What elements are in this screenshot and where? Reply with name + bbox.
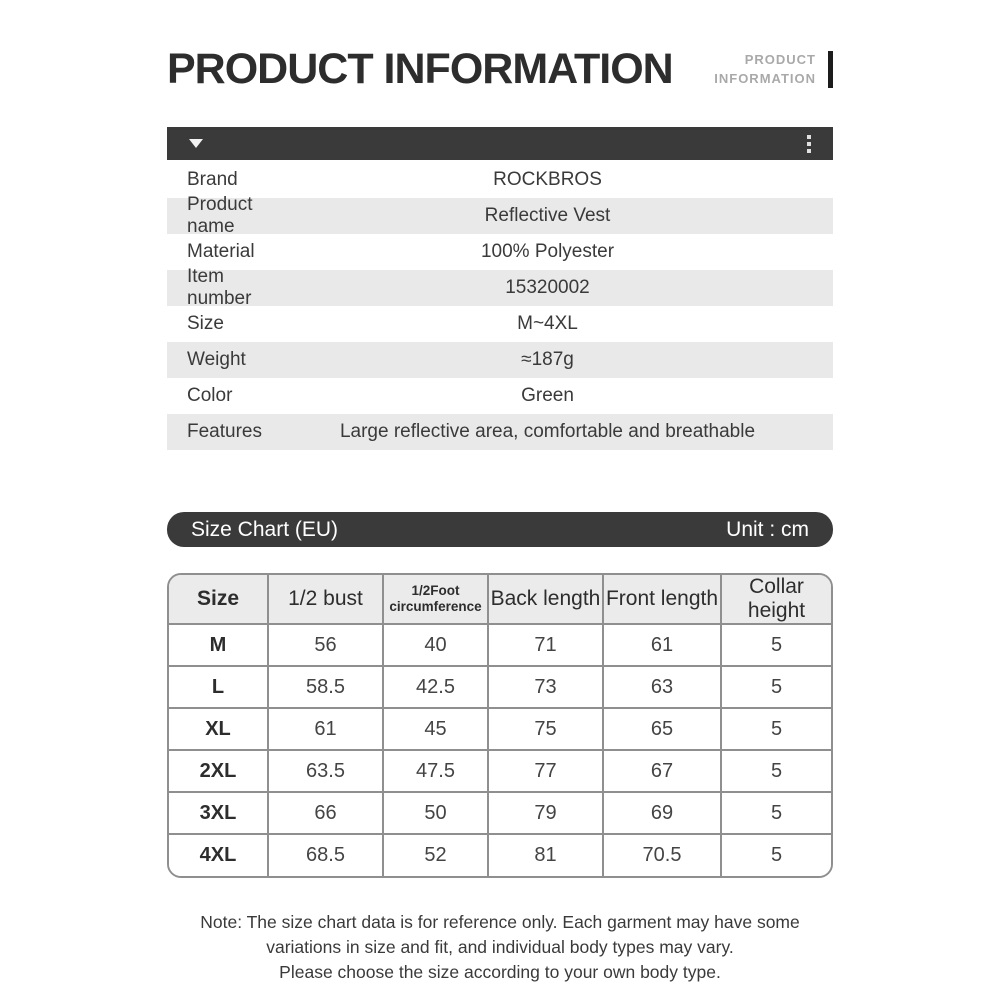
half-foot-cell: 50 (382, 791, 489, 835)
property-label: Color (187, 385, 233, 406)
col-header-half-foot-circumference: 1/2Foot circumference (382, 575, 489, 625)
note-line2: variations in size and fit, and individu… (266, 937, 734, 957)
col-header-collar-height: Collar height (720, 575, 831, 625)
header-watermark-line1: PRODUCT (744, 52, 816, 67)
kebab-menu-icon[interactable] (807, 134, 811, 153)
back-length-cell: 81 (487, 833, 604, 876)
half-bust-cell: 63.5 (267, 749, 384, 793)
property-label: Brand (187, 169, 238, 190)
front-length-cell: 61 (602, 623, 722, 667)
property-value: ROCKBROS (493, 169, 602, 190)
note-line3: Please choose the size according to your… (279, 962, 721, 982)
page: PRODUCT INFORMATION PRODUCT INFORMATION … (167, 0, 833, 985)
header-side-label: PRODUCT INFORMATION (714, 50, 833, 88)
col-header-front-length: Front length (602, 575, 722, 625)
product-info-row: Product name Reflective Vest (167, 194, 833, 237)
size-cell: 4XL (169, 833, 269, 876)
property-value: Green (521, 385, 574, 406)
size-chart-title: Size Chart (EU) (191, 517, 339, 541)
collar-height-cell: 5 (720, 749, 831, 793)
back-length-cell: 75 (487, 707, 604, 751)
property-value: 15320002 (505, 277, 590, 298)
size-cell: L (169, 665, 269, 709)
size-cell: XL (169, 707, 269, 751)
header-watermark-line2: INFORMATION (714, 71, 816, 86)
collar-height-cell: 5 (720, 665, 831, 709)
back-length-cell: 73 (487, 665, 604, 709)
back-length-cell: 79 (487, 791, 604, 835)
header-accent-bar (828, 50, 833, 88)
front-length-cell: 69 (602, 791, 722, 835)
half-foot-cell: 52 (382, 833, 489, 876)
product-info-row: Features Large reflective area, comforta… (167, 414, 833, 450)
collar-height-cell: 5 (720, 833, 831, 876)
size-row-4xl: 4XL 68.5 52 81 70.5 5 (169, 833, 831, 876)
half-bust-cell: 56 (267, 623, 384, 667)
size-row-l: L 58.5 42.5 73 63 5 (169, 665, 831, 709)
product-info-table: Brand ROCKBROS Product name Reflective V… (167, 162, 833, 450)
property-label: Material (187, 241, 255, 262)
front-length-cell: 63 (602, 665, 722, 709)
size-row-xl: XL 61 45 75 65 5 (169, 707, 831, 751)
half-foot-cell: 40 (382, 623, 489, 667)
collar-height-cell: 5 (720, 623, 831, 667)
size-chart-header: Size Chart (EU) Unit : cm (167, 512, 833, 547)
product-info-row: Color Green (167, 378, 833, 414)
half-bust-cell: 68.5 (267, 833, 384, 876)
half-bust-cell: 58.5 (267, 665, 384, 709)
product-info-row: Item number 15320002 (167, 266, 833, 309)
size-chart-unit: Unit : cm (726, 517, 809, 541)
size-row-m: M 56 40 71 61 5 (169, 623, 831, 667)
back-length-cell: 77 (487, 749, 604, 793)
property-value: 100% Polyester (480, 241, 615, 262)
header: PRODUCT INFORMATION PRODUCT INFORMATION (167, 43, 833, 95)
product-info-row: Brand ROCKBROS (167, 162, 833, 198)
product-info-row: Weight ≈187g (167, 342, 833, 378)
property-value: ≈187g (521, 349, 574, 370)
product-info-row: Size M~4XL (167, 306, 833, 342)
property-label: Product name (187, 194, 253, 237)
half-foot-cell: 45 (382, 707, 489, 751)
col-header-size: Size (169, 575, 269, 625)
property-label: Features (187, 421, 262, 442)
half-bust-cell: 66 (267, 791, 384, 835)
note-line1: Note: The size chart data is for referen… (200, 912, 800, 932)
property-label: Item number (187, 266, 252, 309)
collar-height-cell: 5 (720, 707, 831, 751)
size-row-3xl: 3XL 66 50 79 69 5 (169, 791, 831, 835)
triangle-down-icon[interactable] (189, 139, 203, 148)
note: Note: The size chart data is for referen… (167, 910, 833, 985)
size-cell: 3XL (169, 791, 269, 835)
half-bust-cell: 61 (267, 707, 384, 751)
property-value: Large reflective area, comfortable and b… (339, 421, 756, 442)
property-label: Size (187, 313, 224, 334)
size-cell: M (169, 623, 269, 667)
half-foot-cell: 47.5 (382, 749, 489, 793)
size-cell: 2XL (169, 749, 269, 793)
page-title: PRODUCT INFORMATION (167, 44, 674, 93)
size-chart-table: Size 1/2 bust 1/2Foot circumference Back… (167, 573, 833, 878)
product-info-row: Material 100% Polyester (167, 234, 833, 270)
toolbar (167, 127, 833, 160)
property-label: Weight (187, 349, 246, 370)
col-header-back-length: Back length (487, 575, 604, 625)
back-length-cell: 71 (487, 623, 604, 667)
front-length-cell: 70.5 (602, 833, 722, 876)
front-length-cell: 65 (602, 707, 722, 751)
collar-height-cell: 5 (720, 791, 831, 835)
header-watermark-text: PRODUCT INFORMATION (714, 50, 816, 88)
property-value: M~4XL (517, 313, 578, 334)
property-value: Reflective Vest (484, 205, 611, 226)
col-header-half-bust: 1/2 bust (267, 575, 384, 625)
half-foot-cell: 42.5 (382, 665, 489, 709)
size-row-2xl: 2XL 63.5 47.5 77 67 5 (169, 749, 831, 793)
size-chart-header-row: Size 1/2 bust 1/2Foot circumference Back… (169, 575, 831, 625)
front-length-cell: 67 (602, 749, 722, 793)
